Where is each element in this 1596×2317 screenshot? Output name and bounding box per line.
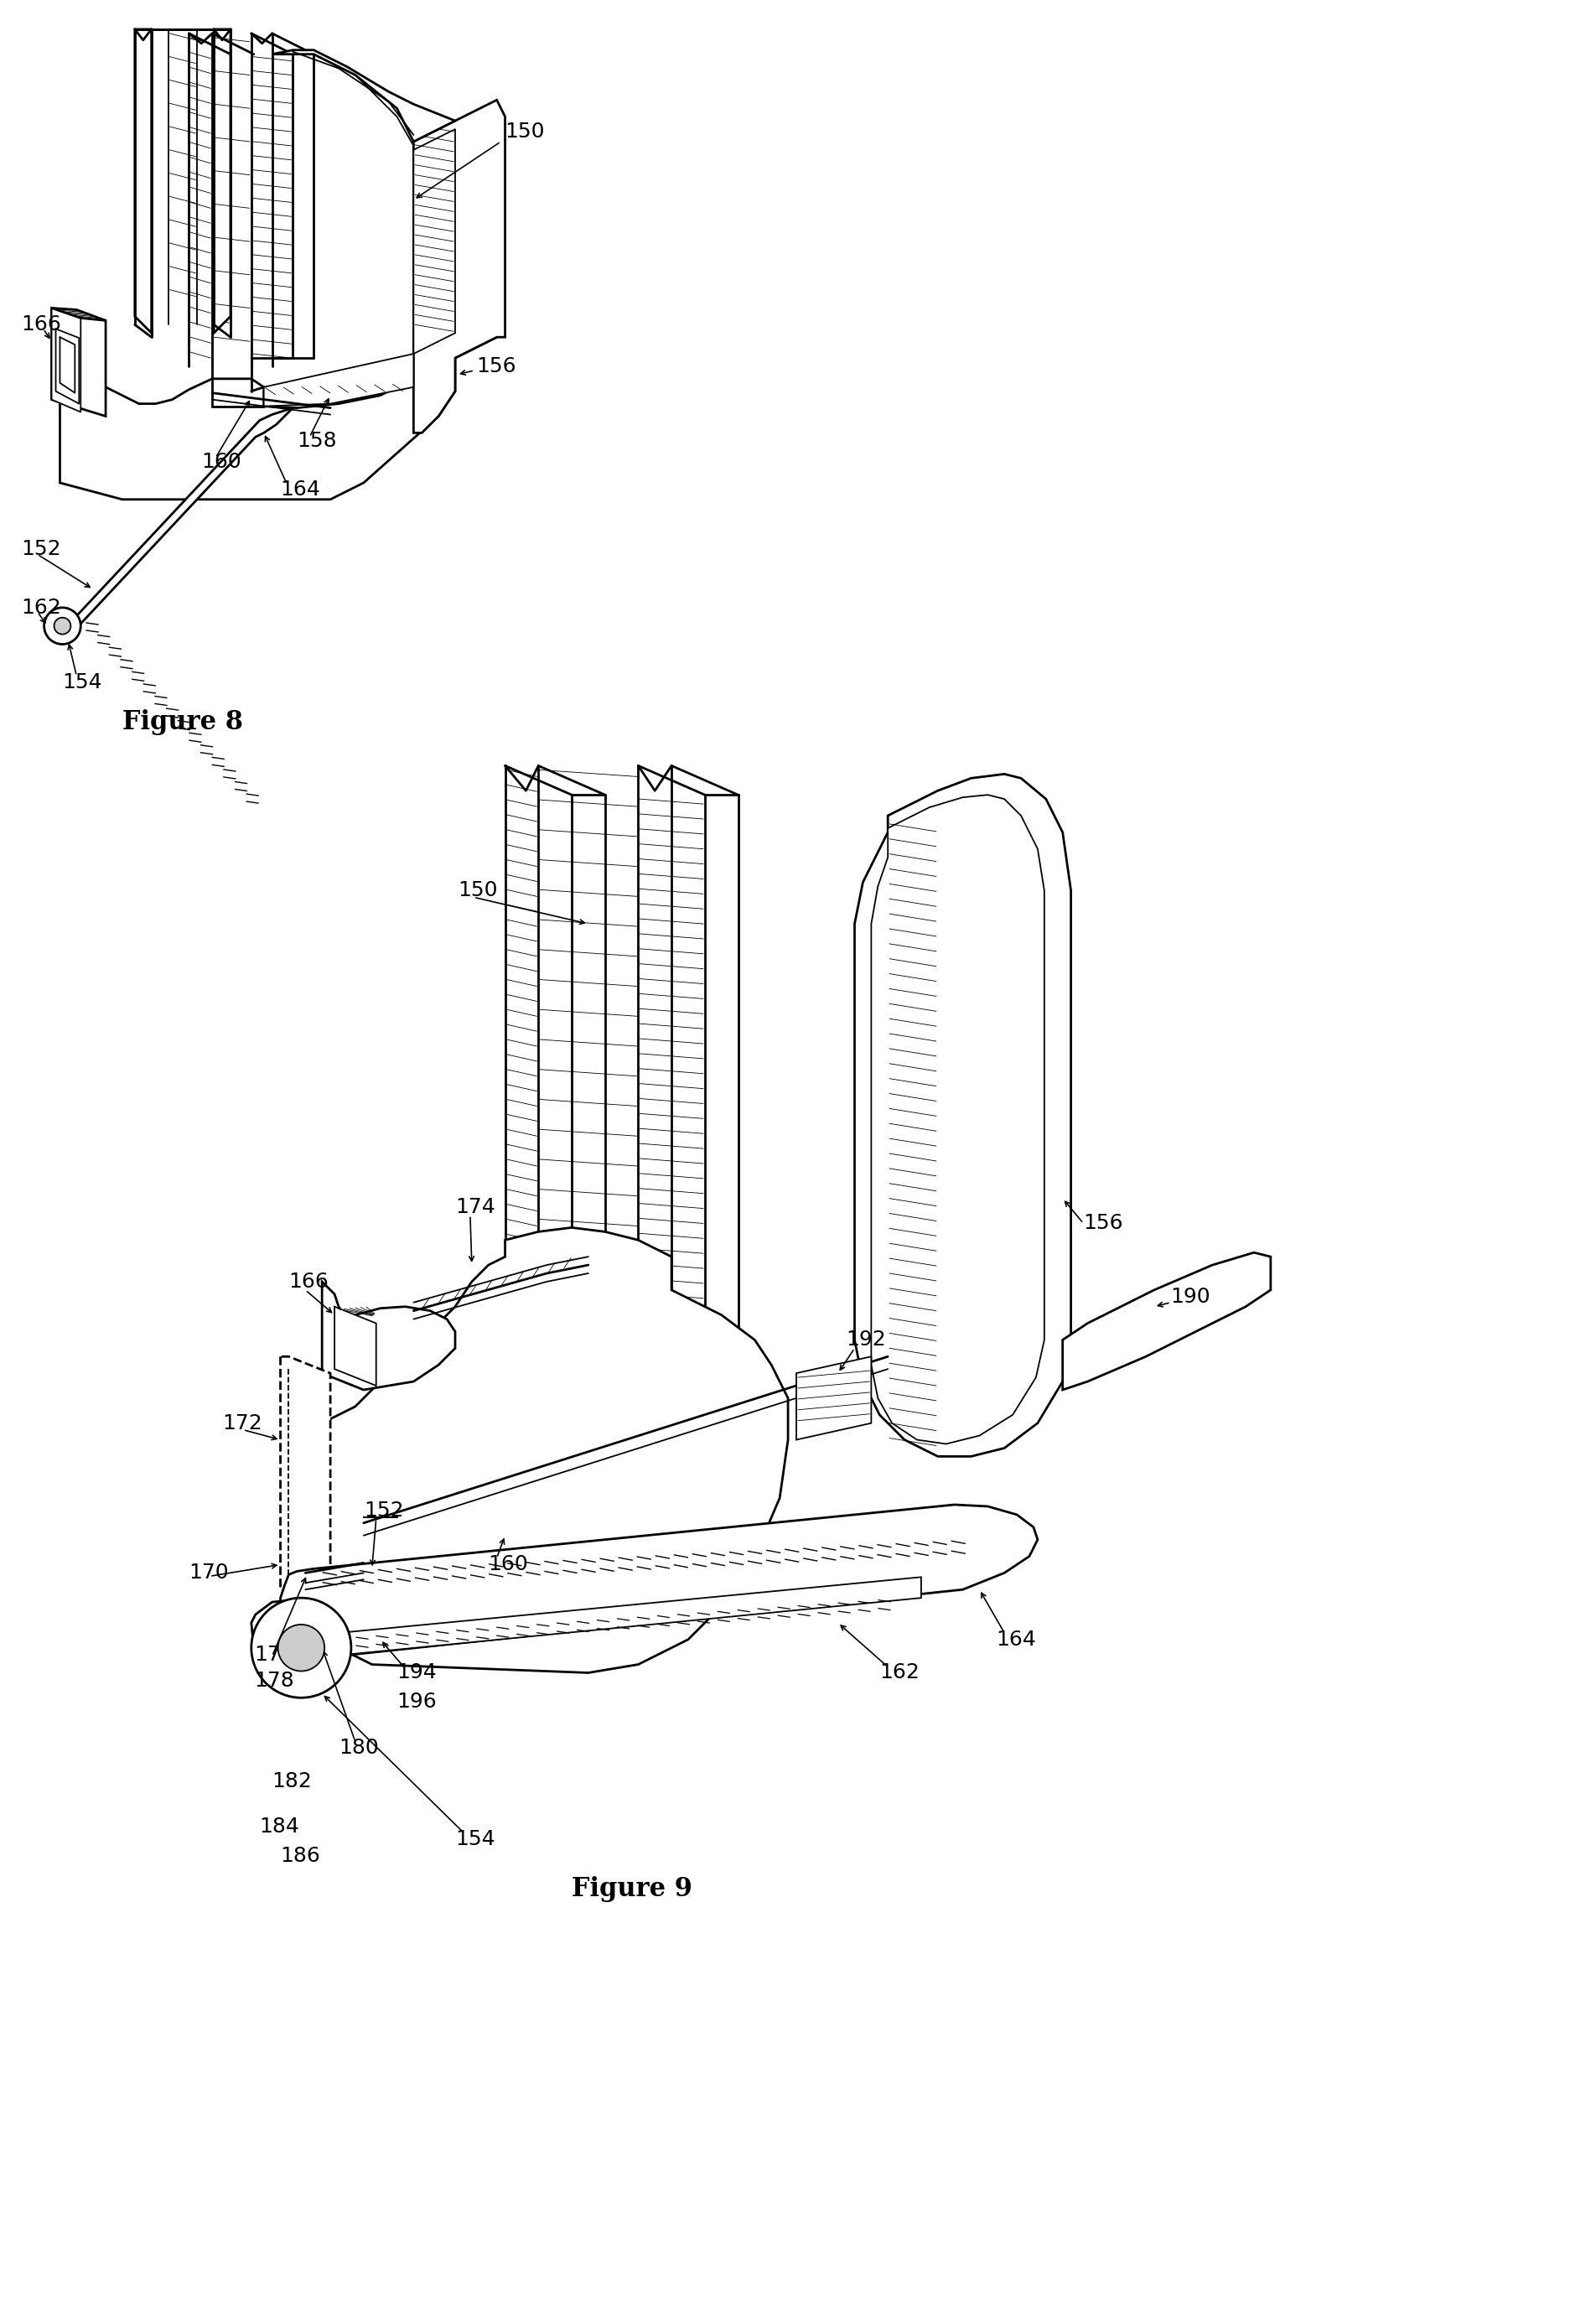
- Polygon shape: [413, 130, 455, 355]
- Polygon shape: [51, 308, 81, 412]
- Polygon shape: [51, 308, 105, 320]
- Text: 154: 154: [455, 1828, 495, 1849]
- Circle shape: [251, 1599, 351, 1698]
- Polygon shape: [281, 1504, 1037, 1657]
- Polygon shape: [271, 51, 455, 141]
- Circle shape: [45, 607, 81, 644]
- Text: 160: 160: [201, 452, 241, 473]
- Text: 194: 194: [397, 1664, 437, 1682]
- Text: 152: 152: [21, 540, 61, 558]
- Text: 154: 154: [62, 672, 102, 693]
- Polygon shape: [413, 100, 504, 433]
- Text: 184: 184: [260, 1817, 300, 1837]
- Circle shape: [278, 1624, 324, 1671]
- Polygon shape: [61, 341, 455, 500]
- Text: 152: 152: [364, 1501, 404, 1520]
- Polygon shape: [48, 408, 294, 637]
- Polygon shape: [134, 30, 152, 334]
- Circle shape: [54, 619, 70, 635]
- Text: 170: 170: [188, 1564, 228, 1583]
- Text: 164: 164: [281, 480, 321, 500]
- Text: 150: 150: [504, 120, 544, 141]
- Text: 192: 192: [846, 1330, 886, 1351]
- Text: 174: 174: [455, 1196, 495, 1216]
- Polygon shape: [314, 1578, 921, 1657]
- Polygon shape: [854, 774, 1071, 1457]
- Text: 162: 162: [879, 1664, 919, 1682]
- Text: 150: 150: [458, 880, 498, 901]
- Polygon shape: [281, 1355, 330, 1610]
- Text: 178: 178: [254, 1671, 294, 1691]
- Polygon shape: [263, 355, 413, 405]
- Polygon shape: [335, 1307, 377, 1386]
- Text: Figure 9: Figure 9: [571, 1877, 693, 1902]
- Text: 166: 166: [289, 1272, 329, 1291]
- Text: 160: 160: [488, 1555, 528, 1576]
- Polygon shape: [455, 299, 496, 357]
- Polygon shape: [51, 308, 105, 417]
- Text: 162: 162: [21, 598, 61, 619]
- Text: 156: 156: [1084, 1214, 1124, 1233]
- Text: 176: 176: [254, 1645, 294, 1664]
- Polygon shape: [322, 1228, 788, 1673]
- Polygon shape: [796, 1355, 871, 1439]
- Text: 166: 166: [21, 315, 61, 334]
- Text: 180: 180: [338, 1738, 378, 1759]
- Polygon shape: [322, 1281, 455, 1390]
- Text: Figure 8: Figure 8: [123, 709, 243, 734]
- Polygon shape: [214, 30, 230, 334]
- Text: 164: 164: [996, 1629, 1036, 1650]
- Polygon shape: [871, 795, 1044, 1443]
- Text: 186: 186: [281, 1847, 321, 1865]
- Text: 156: 156: [476, 357, 516, 375]
- Text: 182: 182: [271, 1770, 313, 1791]
- Text: 172: 172: [222, 1413, 262, 1434]
- Text: 190: 190: [1171, 1286, 1211, 1307]
- Text: 196: 196: [397, 1691, 437, 1712]
- Polygon shape: [251, 1599, 343, 1696]
- Polygon shape: [1063, 1253, 1270, 1390]
- Text: 158: 158: [297, 431, 337, 452]
